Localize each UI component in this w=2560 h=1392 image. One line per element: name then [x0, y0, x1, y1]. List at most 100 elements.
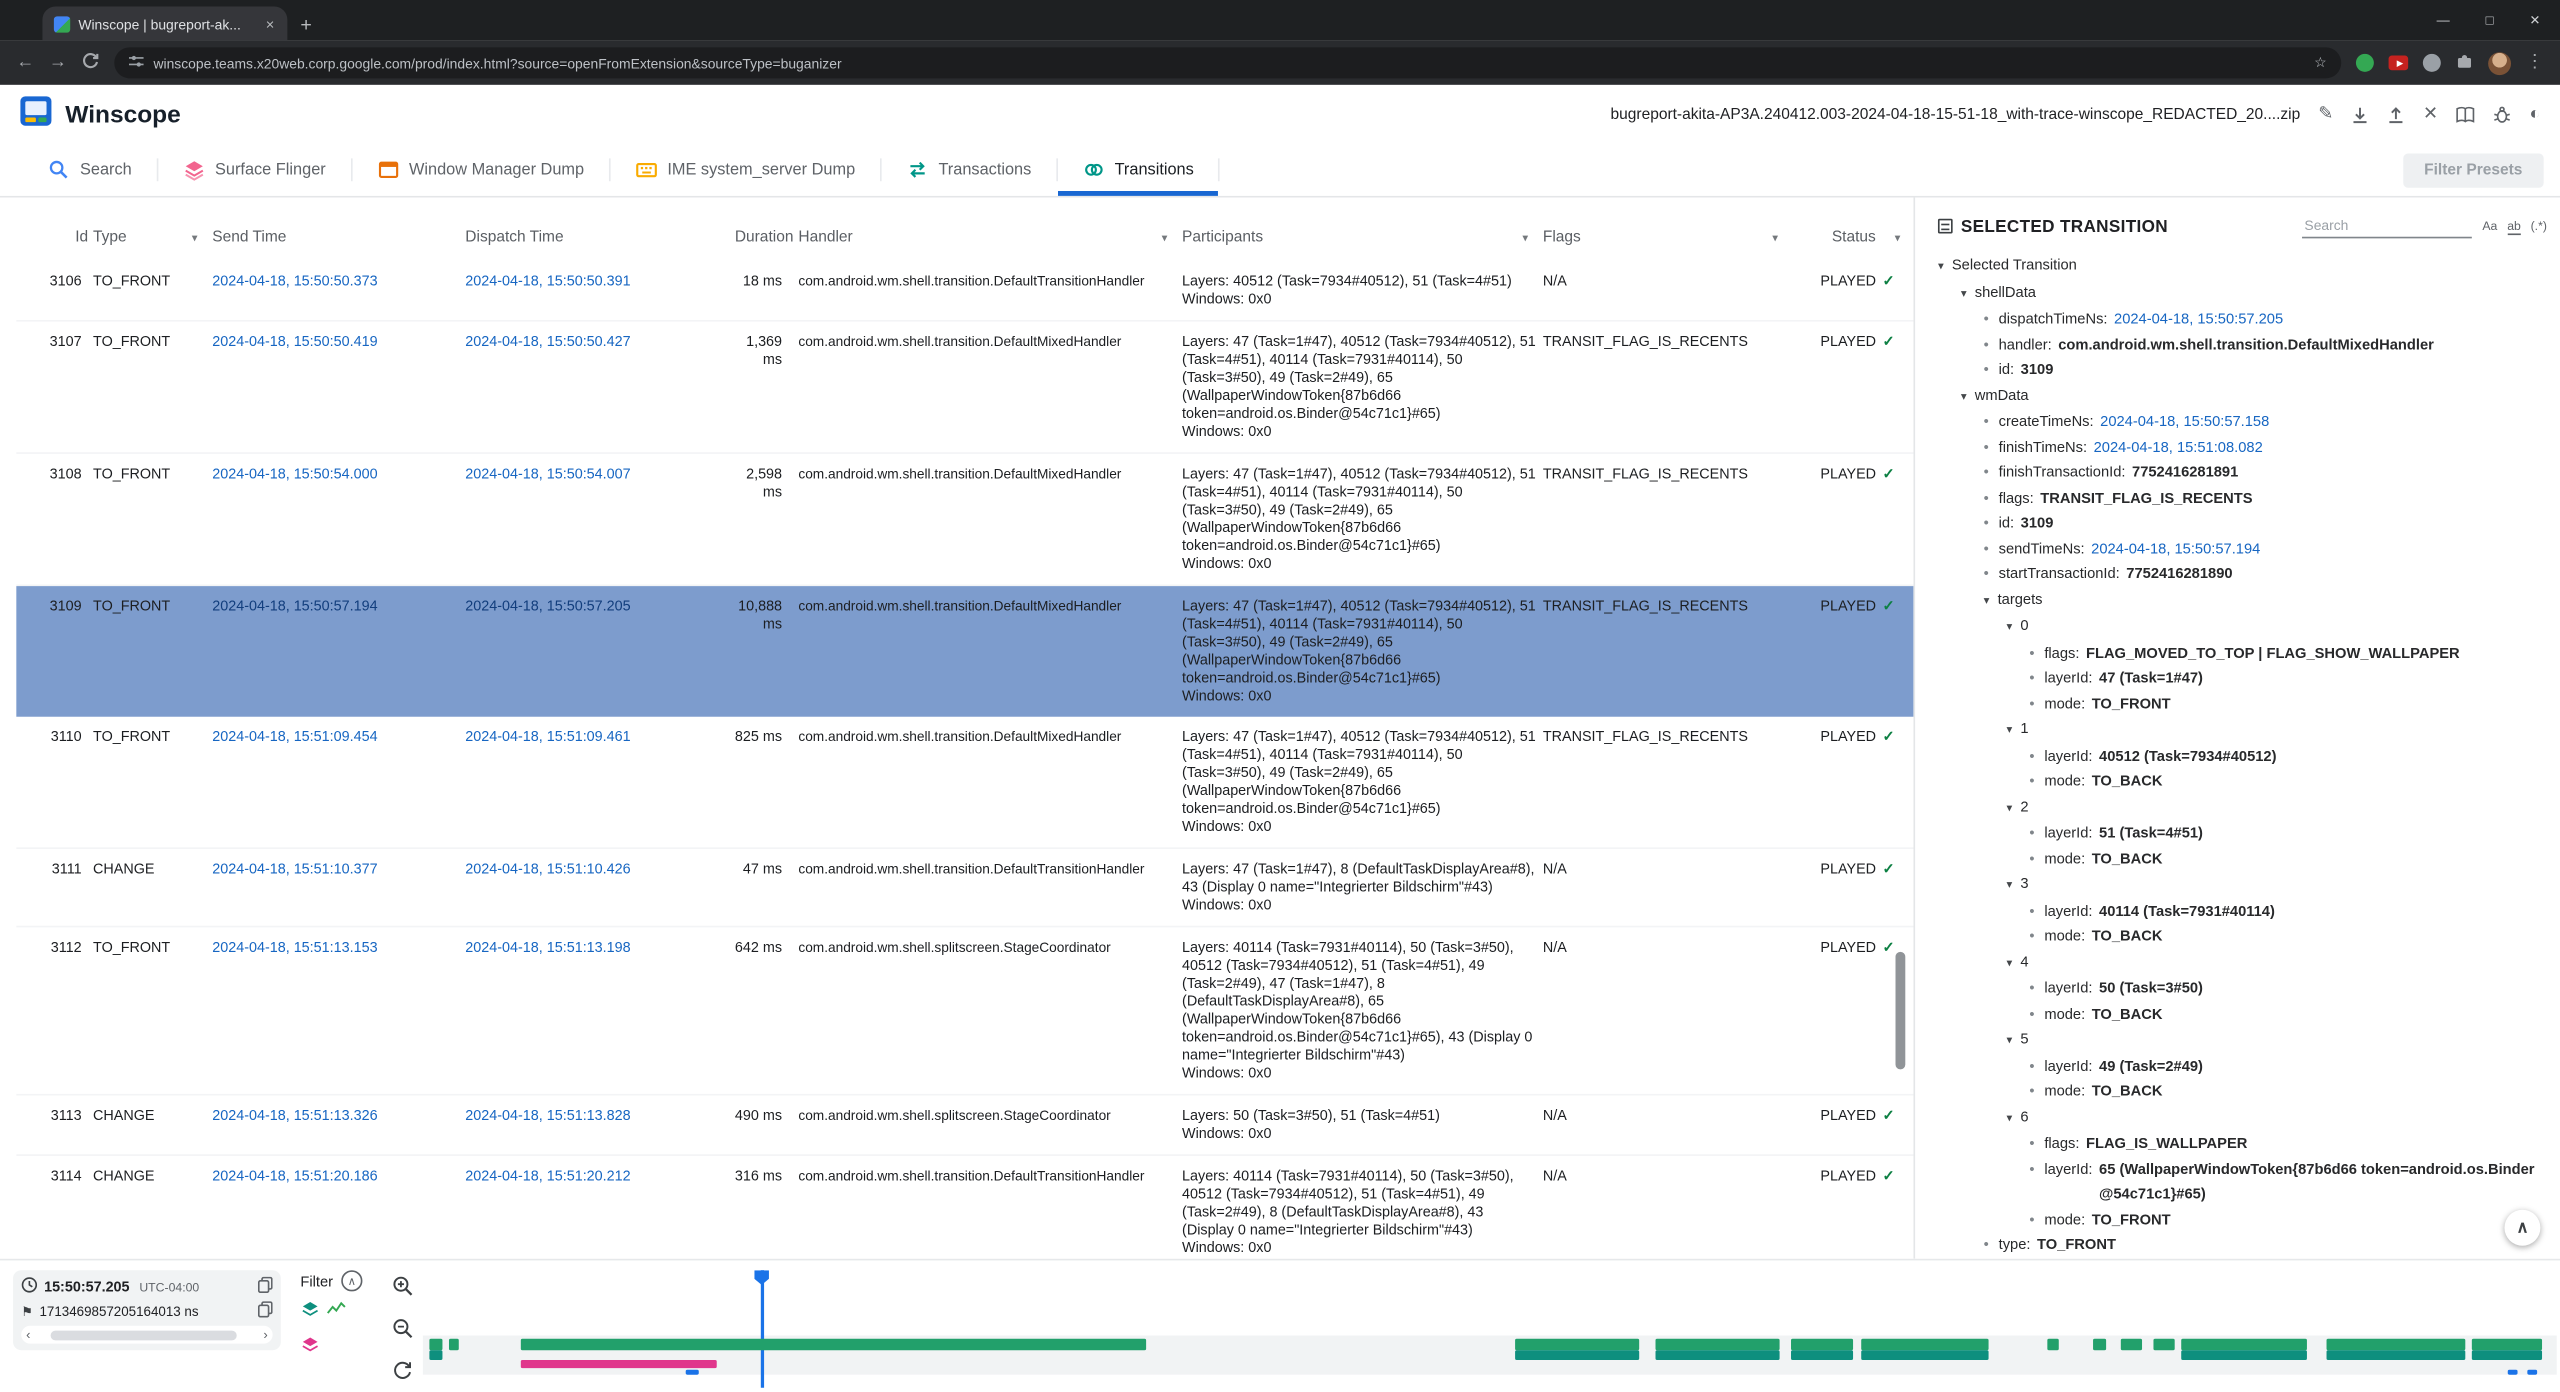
- zoom-out-icon[interactable]: [392, 1318, 413, 1347]
- tab-close-icon[interactable]: ×: [265, 15, 275, 32]
- scroll-left-icon[interactable]: ‹: [26, 1326, 31, 1342]
- dispatch-time-link[interactable]: 2024-04-18, 15:50:57.205: [465, 597, 631, 614]
- expand-arrow-icon[interactable]: ▾: [2006, 879, 2013, 892]
- extension-green-icon[interactable]: [2355, 53, 2374, 72]
- tab-transitions[interactable]: Transitions: [1057, 144, 1218, 196]
- dark-mode-icon[interactable]: ◐: [2529, 103, 2541, 124]
- dispatch-time-link[interactable]: 2024-04-18, 15:51:13.828: [465, 1106, 631, 1124]
- tab-ime-system-server-dump[interactable]: IME system_server Dump: [610, 144, 879, 196]
- table-row-3106[interactable]: 3106 TO_FRONT 2024-04-18, 15:50:50.373 2024…: [16, 261, 1914, 322]
- filter-caret-icon[interactable]: ▾: [1772, 232, 1778, 245]
- upload-icon[interactable]: [2387, 105, 2405, 123]
- edit-icon[interactable]: ✎: [2318, 103, 2334, 124]
- window-maximize-button[interactable]: □: [2485, 13, 2494, 28]
- expand-arrow-icon[interactable]: ▾: [2006, 724, 2013, 737]
- expand-arrow-icon[interactable]: ▾: [2006, 1112, 2013, 1125]
- tree-node[interactable]: ▾ 2: [1938, 794, 2547, 821]
- back-icon[interactable]: ←: [16, 52, 35, 72]
- zoom-in-icon[interactable]: [392, 1275, 413, 1304]
- new-tab-button[interactable]: +: [300, 13, 312, 36]
- property-value-timestamp[interactable]: 2024-04-18, 15:50:57.205: [2114, 310, 2284, 327]
- bug-report-icon[interactable]: [2494, 105, 2512, 123]
- expand-arrow-icon[interactable]: ▾: [1983, 595, 1990, 607]
- timeline-cursor-handle[interactable]: [754, 1270, 769, 1285]
- copy-ns-icon[interactable]: [257, 1301, 273, 1321]
- dispatch-time-link[interactable]: 2024-04-18, 15:50:50.427: [465, 333, 631, 350]
- collapse-filter-icon[interactable]: ∧: [341, 1270, 363, 1292]
- timeline-hscrollbar[interactable]: ‹ ›: [21, 1325, 273, 1344]
- scroll-right-icon[interactable]: ›: [263, 1326, 268, 1342]
- timeline-cursor[interactable]: [759, 1270, 764, 1388]
- download-icon[interactable]: [2351, 105, 2369, 123]
- send-time-link[interactable]: 2024-04-18, 15:51:09.454: [212, 728, 378, 745]
- dispatch-time-link[interactable]: 2024-04-18, 15:50:50.391: [465, 272, 631, 289]
- match-whole-word-icon[interactable]: ab: [2507, 217, 2521, 235]
- tree-node[interactable]: ▾ 0: [1938, 614, 2547, 641]
- documentation-icon[interactable]: [2456, 105, 2476, 123]
- copy-time-icon[interactable]: [257, 1276, 273, 1297]
- regex-icon[interactable]: (.*): [2530, 218, 2547, 234]
- clear-trace-icon[interactable]: ✕: [2423, 103, 2439, 124]
- window-minimize-button[interactable]: —: [2436, 13, 2450, 28]
- dispatch-time-link[interactable]: 2024-04-18, 15:51:13.198: [465, 938, 631, 956]
- timeline-canvas[interactable]: [422, 1270, 2557, 1388]
- tree-node[interactable]: ▾ wmData: [1938, 383, 2547, 410]
- table-row-3114[interactable]: 3114 CHANGE 2024-04-18, 15:51:20.186 2024-0…: [16, 1156, 1913, 1259]
- transactions-trace-icon[interactable]: [326, 1298, 353, 1327]
- send-time-link[interactable]: 2024-04-18, 15:51:13.153: [212, 938, 378, 956]
- tab-surface-flinger[interactable]: Surface Flinger: [158, 144, 350, 196]
- tree-node[interactable]: ▾ 4: [1938, 949, 2547, 976]
- column-header-handler[interactable]: Handler ▾: [798, 229, 1177, 247]
- column-header-flags[interactable]: Flags ▾: [1543, 229, 1788, 247]
- surfaceflinger-trace-icon[interactable]: [300, 1298, 326, 1327]
- forward-icon[interactable]: →: [48, 52, 67, 72]
- column-header-type[interactable]: Type ▾: [93, 229, 207, 247]
- column-header-participants[interactable]: Participants ▾: [1182, 229, 1538, 247]
- reload-icon[interactable]: [82, 51, 100, 74]
- tree-node[interactable]: ▾ shellData: [1938, 280, 2547, 307]
- send-time-link[interactable]: 2024-04-18, 15:50:54.000: [212, 465, 378, 482]
- browser-menu-icon[interactable]: ⋮: [2525, 52, 2544, 72]
- dispatch-time-link[interactable]: 2024-04-18, 15:51:09.461: [465, 728, 631, 745]
- table-row-3113[interactable]: 3113 CHANGE 2024-04-18, 15:51:13.326 2024-0…: [16, 1096, 1914, 1156]
- table-row-3112[interactable]: 3112 TO_FRONT 2024-04-18, 15:51:13.153 2024…: [16, 927, 1914, 1096]
- expand-arrow-icon[interactable]: ▾: [2006, 1035, 2013, 1047]
- send-time-link[interactable]: 2024-04-18, 15:50:57.194: [212, 597, 378, 614]
- expand-arrow-icon[interactable]: ▾: [1960, 288, 1967, 300]
- expand-arrow-icon[interactable]: ▾: [1937, 261, 1944, 273]
- table-row-3109[interactable]: 3109 TO_FRONT 2024-04-18, 15:50:57.194 2024…: [16, 586, 1914, 717]
- column-header-duration[interactable]: Duration: [728, 229, 794, 247]
- column-header-status[interactable]: Status ▾: [1793, 229, 1911, 247]
- tree-node[interactable]: ▾ 3: [1938, 872, 2547, 899]
- filter-presets-button[interactable]: Filter Presets: [2402, 152, 2544, 187]
- table-row-3110[interactable]: 3110 TO_FRONT 2024-04-18, 15:51:09.454 2024…: [16, 717, 1914, 849]
- property-value-timestamp[interactable]: 2024-04-18, 15:51:08.082: [2093, 438, 2263, 455]
- dispatch-time-link[interactable]: 2024-04-18, 15:51:10.426: [465, 860, 631, 877]
- table-row-3111[interactable]: 3111 CHANGE 2024-04-18, 15:51:10.377 2024-0…: [16, 849, 1914, 928]
- expand-arrow-icon[interactable]: ▾: [2006, 802, 2013, 814]
- table-row-3107[interactable]: 3107 TO_FRONT 2024-04-18, 15:50:50.419 2024…: [16, 322, 1914, 454]
- column-header-id[interactable]: Id: [16, 229, 88, 247]
- site-info-icon[interactable]: [128, 54, 144, 72]
- column-header-dispatch-time[interactable]: Dispatch Time: [465, 229, 723, 247]
- tree-node[interactable]: ▾ 1: [1938, 717, 2547, 744]
- filter-caret-icon[interactable]: ▾: [1161, 232, 1168, 245]
- window-close-button[interactable]: ✕: [2529, 13, 2541, 28]
- table-scrollbar[interactable]: [1895, 198, 1906, 1259]
- send-time-link[interactable]: 2024-04-18, 15:50:50.419: [212, 333, 378, 350]
- extension-gray-icon[interactable]: [2422, 53, 2441, 72]
- property-value-timestamp[interactable]: 2024-04-18, 15:50:57.158: [2100, 413, 2270, 430]
- extensions-puzzle-icon[interactable]: [2456, 48, 2474, 77]
- match-case-icon[interactable]: Aa: [2482, 218, 2498, 234]
- selected-transition-search-input[interactable]: [2302, 213, 2473, 239]
- zoom-reset-icon[interactable]: [392, 1360, 413, 1389]
- tab-window-manager-dump[interactable]: Window Manager Dump: [352, 144, 609, 196]
- filter-caret-icon[interactable]: ▾: [1522, 232, 1529, 245]
- tree-node[interactable]: ▾ targets: [1938, 587, 2547, 614]
- table-row-3108[interactable]: 3108 TO_FRONT 2024-04-18, 15:50:54.000 2024…: [16, 454, 1914, 587]
- send-time-link[interactable]: 2024-04-18, 15:51:13.326: [212, 1106, 378, 1124]
- tree-node[interactable]: ▾ Selected Transition: [1938, 253, 2547, 280]
- send-time-link[interactable]: 2024-04-18, 15:51:20.186: [212, 1167, 378, 1184]
- browser-tab[interactable]: Winscope | bugreport-ak... ×: [42, 6, 288, 41]
- extension-youtube-icon[interactable]: [2388, 55, 2409, 71]
